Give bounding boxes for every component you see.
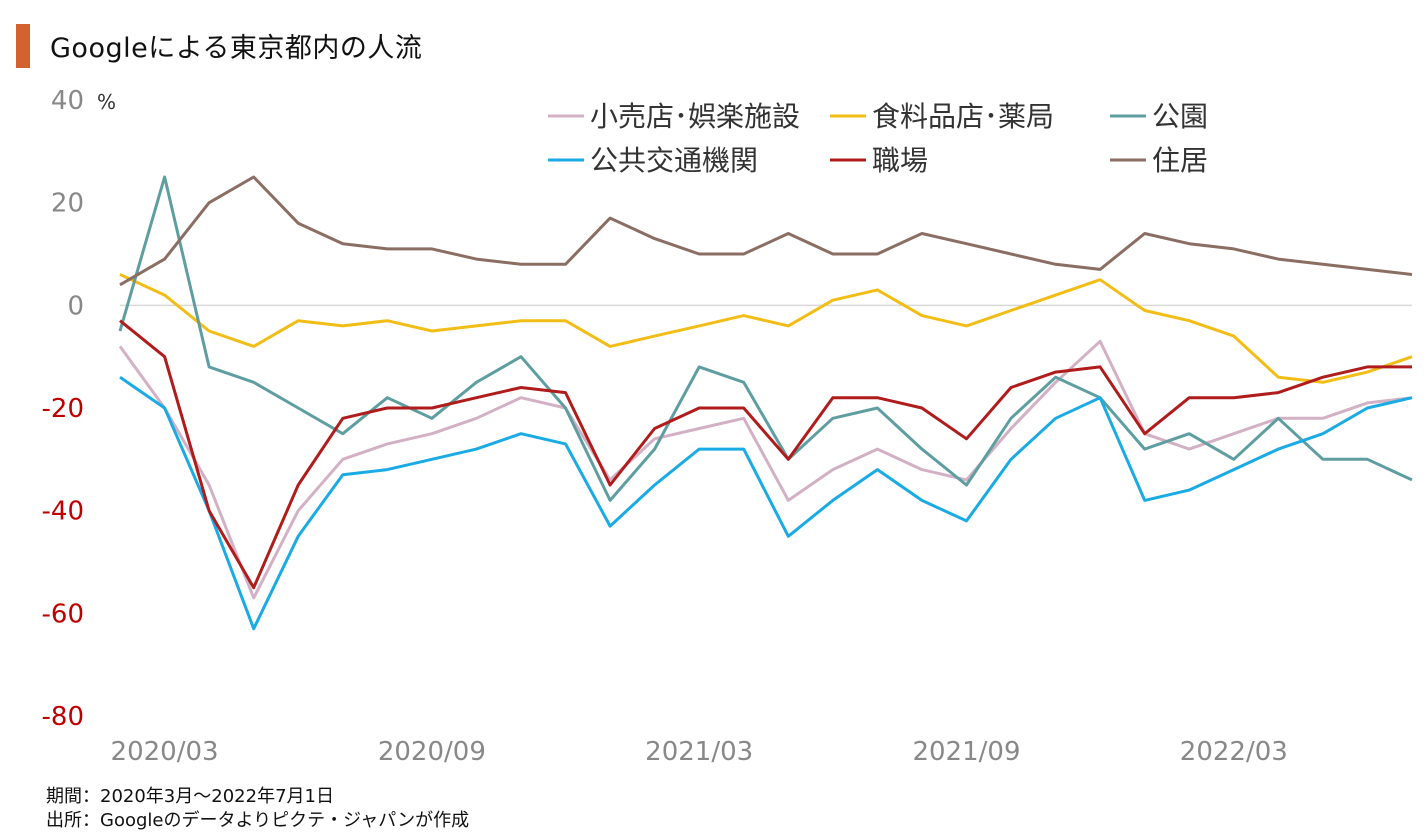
- legend-label: 住居: [1152, 144, 1208, 177]
- y-tick-label: 20: [51, 189, 84, 219]
- y-tick-label: -40: [42, 497, 84, 527]
- series-line-2: [118, 175, 1413, 502]
- series-line-5: [119, 175, 1413, 287]
- x-tick-label: 2020/03: [111, 737, 219, 767]
- x-tick-label: 2021/03: [645, 737, 753, 767]
- legend-label: 職場: [872, 144, 928, 177]
- y-axis-unit: %: [97, 90, 116, 114]
- series-line-4: [119, 319, 1412, 590]
- y-axis: 40 20 0 -20 -40 -60 -80: [42, 86, 84, 732]
- series-line-0: [118, 339, 1413, 600]
- y-tick-label: 0: [67, 291, 84, 321]
- x-tick-label: 2022/03: [1180, 737, 1288, 767]
- y-tick-label: -20: [42, 394, 84, 424]
- legend-label: 食料品店･薬局: [872, 100, 1054, 133]
- chart-title: Googleによる東京都内の人流: [50, 33, 423, 64]
- source-note: 出所：Googleのデータよりピクテ・ジャパンが作成: [46, 810, 470, 831]
- series-line-1: [119, 273, 1413, 384]
- y-tick-label: -80: [42, 702, 84, 732]
- period-note: 期間：2020年3月～2022年7月1日: [46, 786, 334, 807]
- y-tick-label: -60: [42, 599, 84, 629]
- x-tick-label: 2021/09: [912, 737, 1020, 767]
- title-accent-bar: [16, 24, 30, 68]
- series-line-3: [119, 375, 1413, 631]
- x-axis: 2020/03 2020/09 2021/03 2021/09 2022/03: [111, 737, 1288, 767]
- y-tick-label: 40: [51, 86, 84, 116]
- legend-label: 公園: [1152, 100, 1208, 133]
- legend-label: 公共交通機関: [590, 144, 758, 177]
- legend-label: 小売店･娯楽施設: [590, 100, 800, 133]
- series-lines: [118, 175, 1413, 631]
- x-tick-label: 2020/09: [378, 737, 486, 767]
